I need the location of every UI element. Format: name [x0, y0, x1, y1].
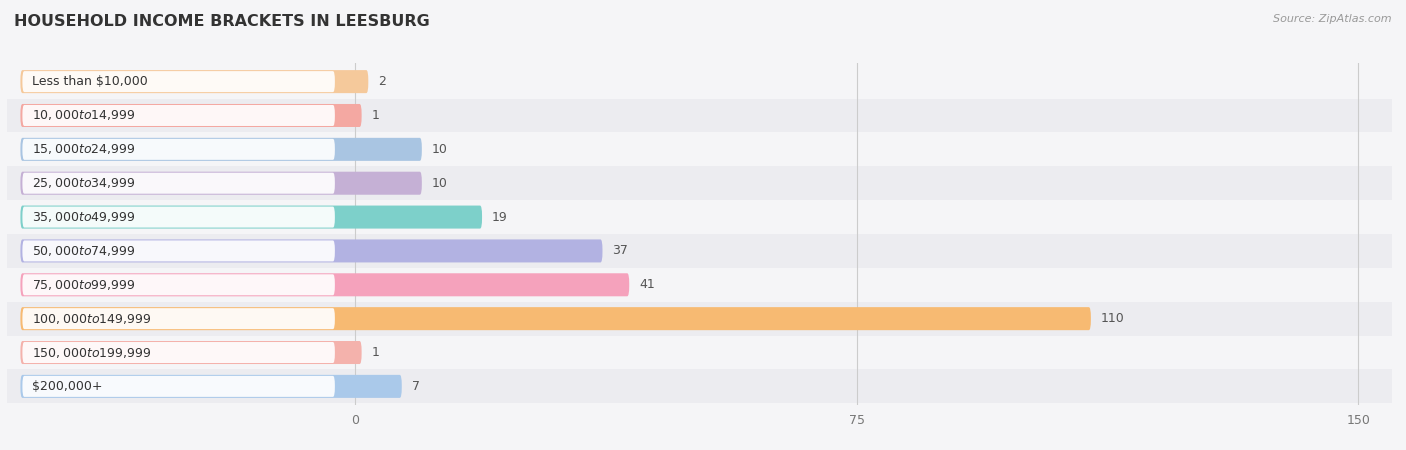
- Bar: [7, 302, 1392, 336]
- FancyBboxPatch shape: [21, 375, 402, 398]
- FancyBboxPatch shape: [21, 70, 368, 93]
- Text: 10: 10: [432, 177, 447, 190]
- Bar: [7, 369, 1392, 403]
- FancyBboxPatch shape: [22, 173, 335, 194]
- Text: 1: 1: [371, 109, 380, 122]
- FancyBboxPatch shape: [22, 342, 335, 363]
- FancyBboxPatch shape: [22, 71, 335, 92]
- FancyBboxPatch shape: [22, 376, 335, 397]
- FancyBboxPatch shape: [22, 139, 335, 160]
- Text: $35,000 to $49,999: $35,000 to $49,999: [32, 210, 136, 224]
- FancyBboxPatch shape: [22, 308, 335, 329]
- FancyBboxPatch shape: [22, 274, 335, 295]
- Text: $15,000 to $24,999: $15,000 to $24,999: [32, 142, 136, 156]
- FancyBboxPatch shape: [21, 138, 422, 161]
- FancyBboxPatch shape: [21, 206, 482, 229]
- Text: $10,000 to $14,999: $10,000 to $14,999: [32, 108, 136, 122]
- Bar: [7, 336, 1392, 369]
- Bar: [7, 268, 1392, 302]
- Text: Source: ZipAtlas.com: Source: ZipAtlas.com: [1274, 14, 1392, 23]
- FancyBboxPatch shape: [21, 104, 361, 127]
- FancyBboxPatch shape: [22, 105, 335, 126]
- Text: 37: 37: [613, 244, 628, 257]
- Bar: [7, 200, 1392, 234]
- FancyBboxPatch shape: [21, 273, 630, 296]
- Text: 10: 10: [432, 143, 447, 156]
- Text: $100,000 to $149,999: $100,000 to $149,999: [32, 312, 152, 326]
- Text: $200,000+: $200,000+: [32, 380, 103, 393]
- Bar: [7, 166, 1392, 200]
- Text: 19: 19: [492, 211, 508, 224]
- Text: 7: 7: [412, 380, 420, 393]
- Text: $150,000 to $199,999: $150,000 to $199,999: [32, 346, 152, 360]
- FancyBboxPatch shape: [22, 207, 335, 228]
- Bar: [7, 65, 1392, 99]
- Text: 1: 1: [371, 346, 380, 359]
- Bar: [7, 234, 1392, 268]
- Text: 110: 110: [1101, 312, 1125, 325]
- Text: HOUSEHOLD INCOME BRACKETS IN LEESBURG: HOUSEHOLD INCOME BRACKETS IN LEESBURG: [14, 14, 430, 28]
- Bar: [7, 132, 1392, 166]
- Text: 2: 2: [378, 75, 387, 88]
- Text: $75,000 to $99,999: $75,000 to $99,999: [32, 278, 136, 292]
- FancyBboxPatch shape: [21, 307, 1091, 330]
- FancyBboxPatch shape: [21, 341, 361, 364]
- Text: 41: 41: [640, 278, 655, 291]
- Text: $50,000 to $74,999: $50,000 to $74,999: [32, 244, 136, 258]
- FancyBboxPatch shape: [22, 240, 335, 261]
- Bar: [7, 99, 1392, 132]
- Text: $25,000 to $34,999: $25,000 to $34,999: [32, 176, 136, 190]
- Text: Less than $10,000: Less than $10,000: [32, 75, 148, 88]
- FancyBboxPatch shape: [21, 172, 422, 195]
- FancyBboxPatch shape: [21, 239, 603, 262]
